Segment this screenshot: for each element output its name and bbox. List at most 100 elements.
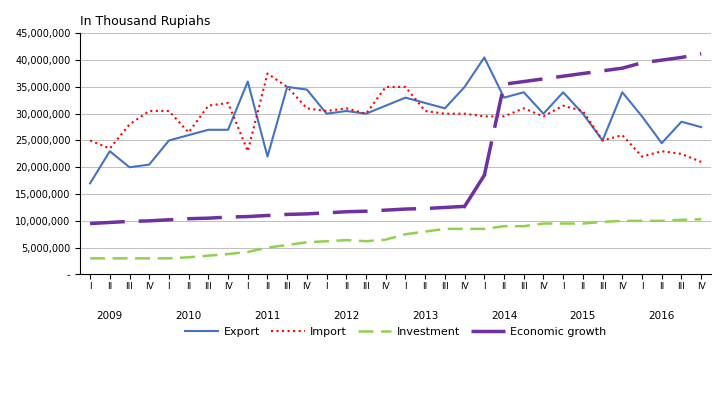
Import bbox=[322, 108, 331, 113]
Import bbox=[598, 138, 607, 143]
Text: 2010: 2010 bbox=[176, 311, 202, 321]
Investment bbox=[697, 217, 706, 222]
Import bbox=[224, 101, 232, 105]
Export bbox=[618, 90, 627, 95]
Investment bbox=[519, 224, 528, 229]
Investment bbox=[401, 232, 409, 237]
Investment bbox=[579, 221, 587, 226]
Investment bbox=[303, 240, 311, 245]
Export bbox=[539, 111, 548, 116]
Export bbox=[579, 111, 587, 116]
Economic growth bbox=[263, 213, 272, 218]
Investment bbox=[499, 224, 508, 229]
Export bbox=[243, 79, 252, 84]
Economic growth bbox=[204, 216, 213, 221]
Export bbox=[480, 55, 489, 60]
Import bbox=[441, 111, 449, 116]
Import bbox=[657, 149, 666, 154]
Export bbox=[184, 133, 193, 138]
Economic growth bbox=[86, 221, 94, 226]
Economic growth bbox=[303, 211, 311, 216]
Investment bbox=[559, 221, 568, 226]
Economic growth bbox=[243, 214, 252, 219]
Investment bbox=[165, 256, 174, 261]
Text: 2011: 2011 bbox=[254, 311, 281, 321]
Investment bbox=[657, 218, 666, 223]
Import bbox=[342, 106, 351, 111]
Line: Economic growth: Economic growth bbox=[90, 206, 465, 224]
Investment bbox=[618, 218, 627, 223]
Import bbox=[165, 108, 174, 113]
Economic growth bbox=[105, 220, 114, 225]
Export bbox=[499, 95, 508, 100]
Investment bbox=[145, 256, 154, 261]
Import bbox=[263, 71, 272, 76]
Economic growth bbox=[381, 208, 390, 213]
Export bbox=[263, 154, 272, 159]
Investment bbox=[204, 253, 213, 258]
Economic growth bbox=[184, 216, 193, 221]
Economic growth bbox=[401, 206, 409, 211]
Export bbox=[165, 138, 174, 143]
Import bbox=[618, 133, 627, 138]
Export bbox=[322, 111, 331, 116]
Text: 2013: 2013 bbox=[412, 311, 439, 321]
Export bbox=[637, 114, 646, 119]
Export bbox=[519, 90, 528, 95]
Economic growth bbox=[342, 209, 351, 214]
Text: In Thousand Rupiahs: In Thousand Rupiahs bbox=[80, 15, 211, 28]
Export bbox=[362, 111, 370, 116]
Investment bbox=[480, 227, 489, 232]
Economic growth bbox=[322, 211, 331, 215]
Export bbox=[697, 124, 706, 129]
Import bbox=[401, 84, 409, 89]
Export bbox=[125, 165, 134, 170]
Investment bbox=[322, 239, 331, 243]
Text: 2016: 2016 bbox=[648, 311, 675, 321]
Export bbox=[401, 95, 409, 100]
Investment bbox=[125, 256, 134, 261]
Economic growth bbox=[145, 218, 154, 223]
Investment bbox=[539, 221, 548, 226]
Investment bbox=[105, 256, 114, 261]
Investment bbox=[598, 220, 607, 225]
Line: Investment: Investment bbox=[90, 219, 701, 258]
Export bbox=[421, 101, 430, 105]
Export bbox=[303, 87, 311, 92]
Investment bbox=[283, 243, 292, 248]
Text: 2014: 2014 bbox=[491, 311, 517, 321]
Import bbox=[697, 159, 706, 164]
Investment bbox=[441, 227, 449, 232]
Import bbox=[381, 84, 390, 89]
Export bbox=[460, 84, 469, 89]
Import bbox=[362, 111, 370, 116]
Investment bbox=[184, 255, 193, 260]
Export bbox=[342, 108, 351, 113]
Text: 2012: 2012 bbox=[333, 311, 359, 321]
Line: Export: Export bbox=[90, 57, 701, 183]
Import bbox=[184, 130, 193, 135]
Export bbox=[204, 127, 213, 132]
Import bbox=[105, 146, 114, 151]
Investment bbox=[637, 218, 646, 223]
Import bbox=[539, 114, 548, 119]
Investment bbox=[243, 249, 252, 254]
Economic growth bbox=[362, 209, 370, 214]
Export bbox=[441, 106, 449, 111]
Economic growth bbox=[125, 219, 134, 224]
Investment bbox=[677, 217, 686, 222]
Economic growth bbox=[224, 215, 232, 220]
Investment bbox=[362, 239, 370, 243]
Investment bbox=[263, 245, 272, 250]
Economic growth bbox=[421, 206, 430, 211]
Import bbox=[125, 122, 134, 127]
Import bbox=[460, 111, 469, 116]
Import bbox=[204, 103, 213, 108]
Investment bbox=[421, 229, 430, 234]
Export bbox=[283, 84, 292, 89]
Import bbox=[677, 151, 686, 156]
Export bbox=[105, 149, 114, 154]
Text: 2015: 2015 bbox=[570, 311, 596, 321]
Investment bbox=[86, 256, 94, 261]
Investment bbox=[224, 252, 232, 257]
